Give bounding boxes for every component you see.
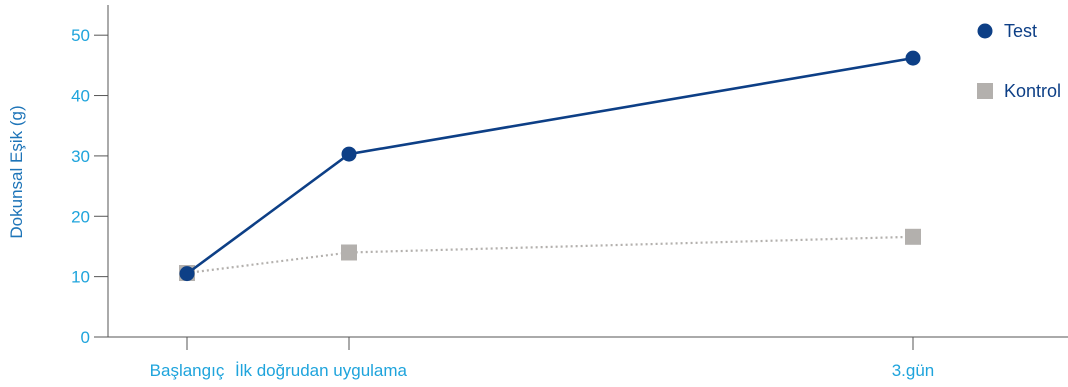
y-tick-label: 30 — [71, 147, 90, 166]
y-axis-title: Dokunsal Eşik (g) — [7, 105, 26, 238]
series-line-kontrol — [186, 235, 914, 275]
y-tick-label: 0 — [81, 328, 90, 347]
y-tick-label: 10 — [71, 268, 90, 287]
legend-marker-kontrol — [977, 83, 993, 99]
series-test — [179, 50, 921, 282]
x-tick-label: Başlangıç — [150, 361, 225, 380]
tick-labels: 0 10 20 30 40 50 Başlangıç İlk doğrudan uygulam… — [71, 26, 934, 380]
axes — [94, 5, 1068, 350]
data-point-test — [905, 50, 921, 66]
x-tick-label: 3.gün — [892, 361, 935, 380]
data-point-kontrol — [341, 244, 357, 261]
series-kontrol — [179, 228, 921, 282]
series-layer — [179, 50, 921, 282]
legend-label-kontrol: Kontrol — [1004, 81, 1061, 101]
series-line-test — [186, 56, 914, 275]
y-tick-label: 40 — [71, 87, 90, 106]
legend: Test Kontrol — [977, 21, 1061, 101]
legend-label-test: Test — [1004, 21, 1037, 41]
data-point-test — [179, 266, 195, 282]
y-tick-label: 50 — [71, 26, 90, 45]
data-point-test — [341, 146, 357, 162]
y-tick-label: 20 — [71, 207, 90, 226]
data-point-kontrol — [905, 228, 921, 245]
legend-marker-test — [977, 23, 993, 39]
x-tick-label: İlk doğrudan uygulama — [235, 361, 408, 380]
